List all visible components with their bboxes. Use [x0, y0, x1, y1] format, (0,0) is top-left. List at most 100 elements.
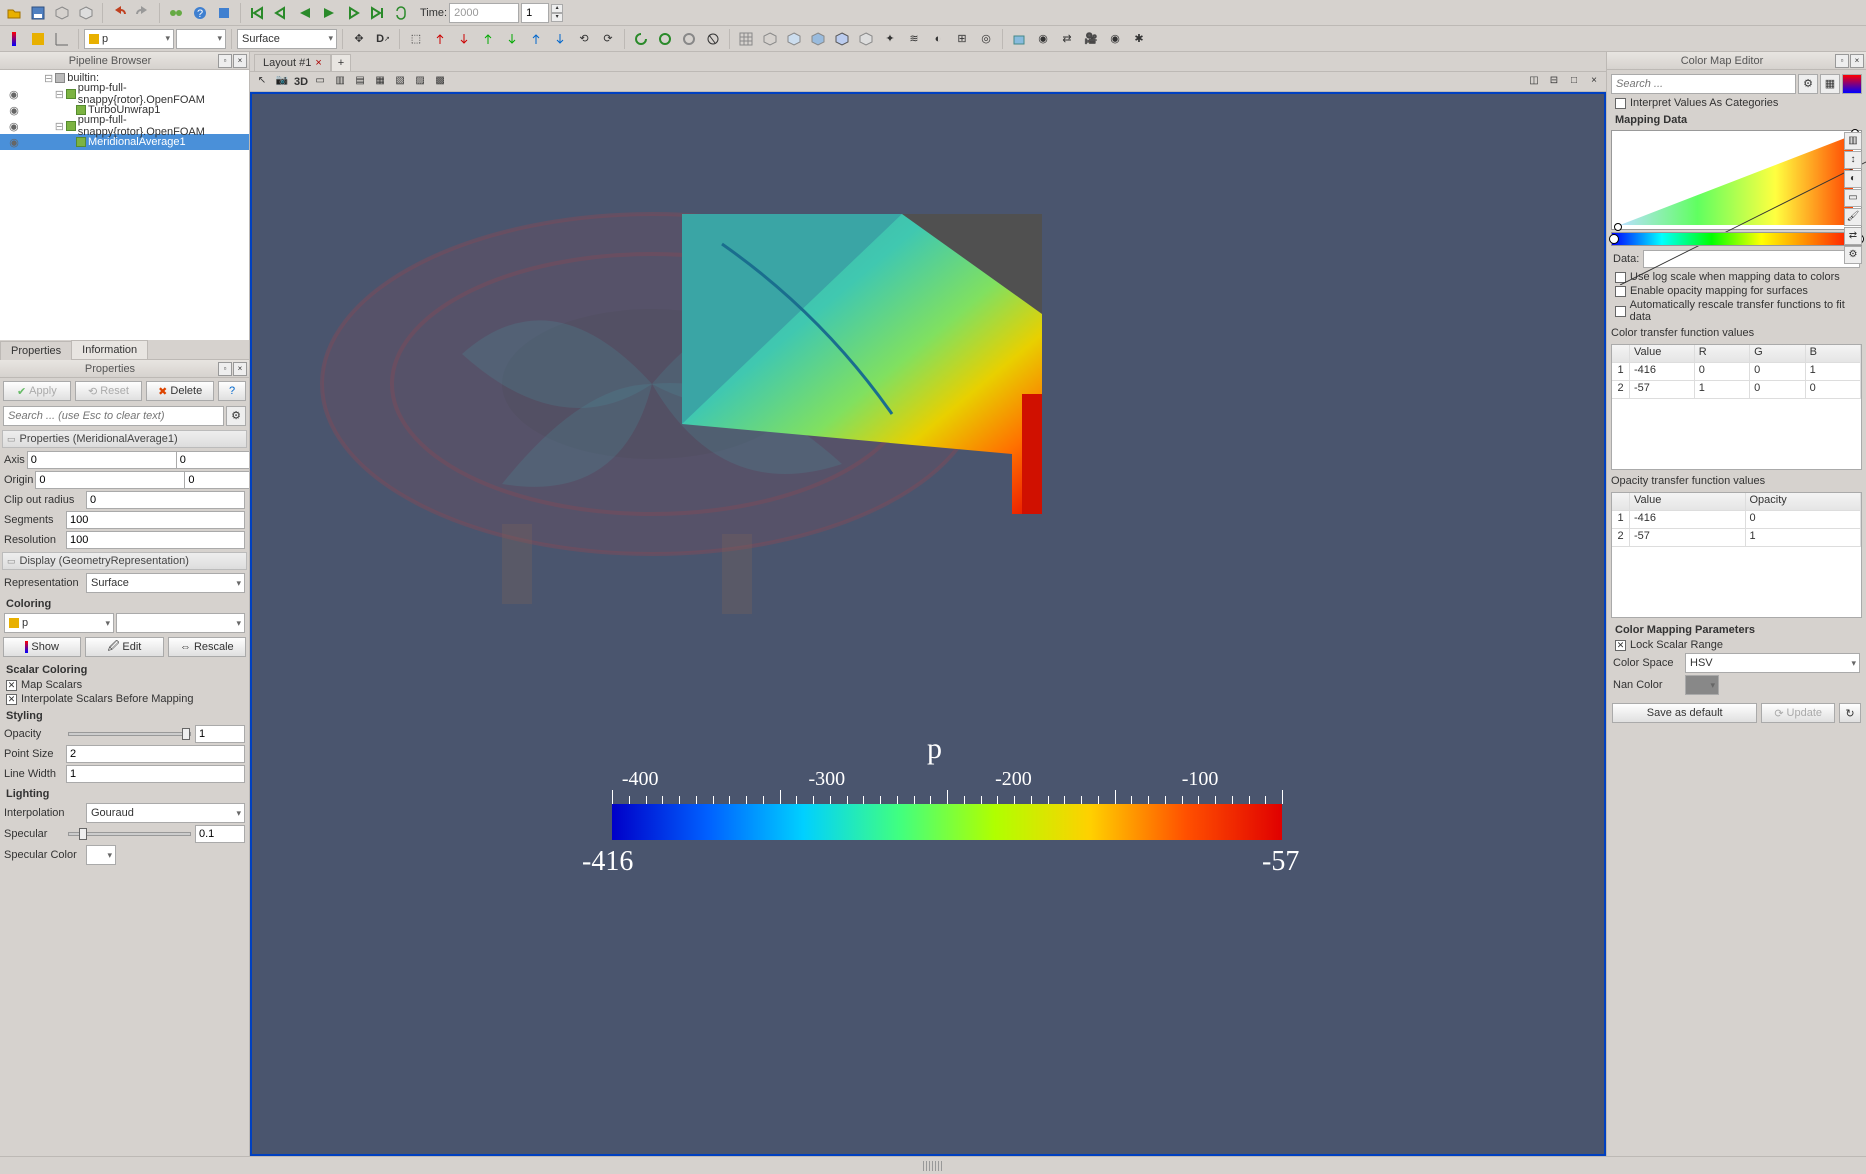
- visibility-icon[interactable]: ◉: [6, 136, 22, 149]
- time-step-input[interactable]: [521, 3, 549, 23]
- specular-value[interactable]: [195, 825, 245, 843]
- props-float-btn[interactable]: ▫: [218, 362, 232, 376]
- interp-cat-chk[interactable]: [1615, 98, 1626, 109]
- rescale-button[interactable]: ⇔Rescale: [168, 637, 246, 657]
- opacity-value[interactable]: [195, 725, 245, 743]
- props-gear-icon[interactable]: ⚙: [226, 406, 246, 426]
- clip-input[interactable]: [86, 491, 245, 509]
- auto-rescale-chk[interactable]: [1615, 306, 1626, 317]
- play-icon[interactable]: [318, 2, 340, 24]
- help-button[interactable]: ?: [218, 381, 246, 401]
- save-default-btn[interactable]: Save as default: [1612, 703, 1757, 723]
- reload-icon[interactable]: [654, 28, 676, 50]
- view-ym-icon[interactable]: [501, 28, 523, 50]
- first-frame-icon[interactable]: [246, 2, 268, 24]
- origin-input[interactable]: [35, 471, 249, 489]
- mode-3d[interactable]: 3D: [294, 76, 308, 88]
- status-grip-icon[interactable]: [923, 1161, 943, 1171]
- outline-icon[interactable]: [759, 28, 781, 50]
- vol-icon[interactable]: [855, 28, 877, 50]
- cm-btn5-icon[interactable]: 🖌: [1844, 208, 1862, 226]
- opacity-function-widget[interactable]: [1611, 130, 1862, 230]
- color-comp-combo[interactable]: [116, 613, 245, 633]
- cursor-icon[interactable]: [702, 28, 724, 50]
- connect-icon[interactable]: [165, 2, 187, 24]
- next-frame-icon[interactable]: [342, 2, 364, 24]
- reset-button[interactable]: ⟲Reset: [75, 381, 143, 401]
- redo-icon[interactable]: [132, 2, 154, 24]
- specular-slider[interactable]: [68, 832, 191, 836]
- snowflake-icon[interactable]: ✱: [1128, 28, 1150, 50]
- table-row[interactable]: 1-416001: [1612, 363, 1861, 381]
- cm-btn1-icon[interactable]: ▥: [1844, 132, 1862, 150]
- color-component-combo[interactable]: [176, 29, 226, 49]
- cm-btn6-icon[interactable]: ⇄: [1844, 227, 1862, 245]
- play-rev-icon[interactable]: [294, 2, 316, 24]
- pipeline-item[interactable]: ◉ ⊟ pump-full-snappy{rotor}.OpenFOAM: [0, 118, 249, 134]
- view-xm-icon[interactable]: [453, 28, 475, 50]
- anim-save-icon[interactable]: ◉: [1032, 28, 1054, 50]
- legend2-icon[interactable]: [27, 28, 49, 50]
- table-row[interactable]: 2-57100: [1612, 381, 1861, 399]
- cm-btn7-icon[interactable]: ⚙: [1844, 246, 1862, 264]
- opacity-slider[interactable]: [68, 732, 191, 736]
- rot2-icon[interactable]: ⟳: [597, 28, 619, 50]
- view-zm-icon[interactable]: [549, 28, 571, 50]
- table-row[interactable]: 1-4160: [1612, 511, 1861, 529]
- visibility-icon[interactable]: ◉: [6, 88, 22, 101]
- render-view[interactable]: p -416 -57 -400-300-200-100: [250, 92, 1606, 1156]
- lock-chk[interactable]: ✕: [1615, 640, 1626, 651]
- ctf-table[interactable]: ValueRGB 1-4160012-57100: [1611, 344, 1862, 470]
- pipeline-float-btn[interactable]: ▫: [218, 54, 232, 68]
- resolution-input[interactable]: [66, 531, 245, 549]
- reload-default-icon[interactable]: ↻: [1839, 703, 1861, 723]
- reset-icon[interactable]: [678, 28, 700, 50]
- pipeline-close-btn[interactable]: ×: [233, 54, 247, 68]
- cmap-float-btn[interactable]: ▫: [1835, 54, 1849, 68]
- maximize-icon[interactable]: □: [1566, 74, 1582, 90]
- close-tab-icon[interactable]: ×: [315, 57, 321, 69]
- glyph-icon[interactable]: ✦: [879, 28, 901, 50]
- props-close-btn[interactable]: ×: [233, 362, 247, 376]
- visibility-icon[interactable]: ◉: [6, 104, 22, 117]
- cmap-preset-icon[interactable]: [1842, 74, 1862, 94]
- otf-table[interactable]: ValueOpacity 1-41602-571: [1611, 492, 1862, 618]
- show-button[interactable]: Show: [3, 637, 81, 657]
- sel-rect-icon[interactable]: ⬚: [405, 28, 427, 50]
- t4-icon[interactable]: ▦: [372, 74, 388, 90]
- contour-icon[interactable]: ◎: [975, 28, 997, 50]
- view-zp-icon[interactable]: [525, 28, 547, 50]
- thresh-icon[interactable]: ⊞: [951, 28, 973, 50]
- box-icon[interactable]: [51, 2, 73, 24]
- cmap-gear-icon[interactable]: ⚙: [1798, 74, 1818, 94]
- cspace-combo[interactable]: HSV: [1685, 653, 1860, 673]
- last-frame-icon[interactable]: [366, 2, 388, 24]
- surfedge-icon[interactable]: [831, 28, 853, 50]
- opac-surf-chk[interactable]: [1615, 286, 1626, 297]
- linewidth-input[interactable]: [66, 765, 245, 783]
- t2-icon[interactable]: ▥: [332, 74, 348, 90]
- cm-btn3-icon[interactable]: ◐: [1844, 170, 1862, 188]
- axis-input[interactable]: [27, 451, 249, 469]
- tab-properties[interactable]: Properties: [0, 341, 72, 360]
- d-icon[interactable]: D↗: [372, 28, 394, 50]
- cm-btn4-icon[interactable]: ▭: [1844, 189, 1862, 207]
- view-xp-icon[interactable]: [429, 28, 451, 50]
- t7-icon[interactable]: ▩: [432, 74, 448, 90]
- open-icon[interactable]: [3, 2, 25, 24]
- split-h-icon[interactable]: ◫: [1526, 74, 1542, 90]
- new-layout-tab[interactable]: +: [331, 54, 351, 71]
- section-properties[interactable]: Properties (MeridionalAverage1): [2, 430, 247, 448]
- t6-icon[interactable]: ▨: [412, 74, 428, 90]
- layout-tab-1[interactable]: Layout #1×: [254, 54, 331, 71]
- table-row[interactable]: 2-571: [1612, 529, 1861, 547]
- apply-button[interactable]: ✔Apply: [3, 381, 71, 401]
- loop-icon[interactable]: [390, 2, 412, 24]
- cam-icon[interactable]: 🎥: [1080, 28, 1102, 50]
- repr-combo[interactable]: Surface: [86, 573, 245, 593]
- props-search-input[interactable]: [3, 406, 224, 426]
- nan-color-btn[interactable]: [1685, 675, 1719, 695]
- slice-icon[interactable]: ≋: [903, 28, 925, 50]
- clip-icon[interactable]: ◐: [927, 28, 949, 50]
- cm-btn2-icon[interactable]: ↕: [1844, 151, 1862, 169]
